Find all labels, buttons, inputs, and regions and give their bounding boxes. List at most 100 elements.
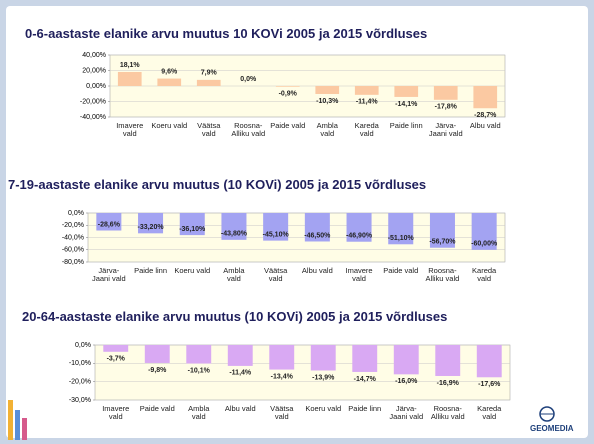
bar — [269, 345, 295, 370]
value-label: -14,1% — [395, 101, 418, 108]
bar — [388, 213, 414, 245]
value-label: -33,20% — [138, 224, 165, 231]
x-tick-label: Imavere vald — [345, 266, 373, 283]
bar — [186, 345, 212, 364]
y-tick-label: 0,0% — [75, 342, 91, 349]
x-tick-label: Albu vald — [469, 121, 501, 130]
y-tick-label: -80,0% — [62, 259, 84, 266]
x-tick-label: Paide vald — [139, 404, 175, 413]
x-tick-label: Väätsa vald — [197, 121, 221, 138]
bar — [310, 345, 336, 371]
bar — [473, 86, 498, 109]
x-tick-label: Roosna-Alliku vald — [430, 404, 465, 421]
value-label: -43,80% — [221, 231, 248, 238]
bar — [435, 345, 461, 376]
x-tick-label: Kareda vald — [472, 266, 497, 283]
bar — [429, 213, 455, 248]
value-label: -10,1% — [188, 367, 211, 374]
x-tick-label: Kareda vald — [477, 404, 502, 421]
x-tick-label: Väätsa vald — [263, 266, 288, 283]
y-tick-label: -20,0% — [62, 222, 84, 229]
value-label: -17,8% — [435, 104, 458, 111]
value-label: -10,3% — [316, 98, 339, 105]
x-tick-label: Väätsa vald — [270, 404, 294, 421]
x-tick-label: Koeru vald — [151, 121, 188, 130]
bar — [157, 78, 182, 86]
chart-title: 0-6-aastaste elanike arvu muutus 10 KOVi… — [25, 26, 428, 41]
x-tick-label: Koeru vald — [305, 404, 342, 413]
value-label: 9,6% — [161, 68, 178, 75]
bar — [179, 213, 205, 236]
x-tick-label: Paide linn — [389, 121, 423, 130]
bar — [263, 213, 289, 241]
value-label: -9,8% — [148, 367, 167, 374]
x-tick-label: Kareda vald — [354, 121, 379, 138]
logo-text: GEOMEDIA — [530, 424, 574, 433]
bar — [315, 86, 340, 94]
value-label: -45,10% — [263, 231, 290, 238]
x-tick-label: Koeru vald — [174, 266, 211, 275]
value-label: -17,6% — [478, 381, 501, 388]
bar — [433, 86, 458, 100]
pencil-decoration — [8, 400, 13, 440]
value-label: -3,7% — [107, 356, 126, 363]
x-tick-label: Ambla vald — [316, 121, 338, 138]
bar — [393, 345, 419, 375]
value-label: -51,10% — [388, 235, 415, 242]
value-label: -11,4% — [356, 99, 379, 106]
value-label: -14,7% — [354, 376, 377, 383]
y-tick-label: -20,00% — [80, 98, 106, 105]
y-tick-label: -40,00% — [80, 114, 106, 121]
bar — [304, 213, 330, 242]
bar — [275, 86, 300, 87]
bar — [221, 213, 247, 240]
x-tick-label: Paide vald — [383, 266, 419, 275]
x-tick-label: Järva-Jaani vald — [389, 404, 424, 421]
value-label: -46,90% — [346, 233, 373, 240]
y-tick-label: -60,0% — [62, 247, 84, 254]
pencil-decoration — [22, 418, 27, 440]
chart-title: 7-19-aastaste elanike arvu muutus (10 KO… — [8, 177, 427, 192]
value-label: 7,9% — [201, 70, 218, 77]
value-label: -56,70% — [429, 239, 456, 246]
x-tick-label: Paide linn — [134, 266, 168, 275]
y-tick-label: -10,0% — [69, 360, 91, 367]
x-tick-label: Imavere vald — [116, 121, 144, 138]
bar — [96, 213, 122, 231]
y-tick-label: 40,00% — [82, 52, 106, 59]
pencil-decoration — [15, 410, 20, 440]
value-label: 18,1% — [120, 62, 141, 69]
bar — [346, 213, 372, 242]
value-label: -60,00% — [471, 241, 498, 248]
x-tick-label: Paide vald — [270, 121, 306, 130]
value-label: -13,4% — [271, 373, 294, 380]
y-tick-label: -40,0% — [62, 234, 84, 241]
bar — [227, 345, 253, 366]
x-tick-label: Albu vald — [224, 404, 256, 413]
x-tick-label: Paide linn — [348, 404, 382, 413]
chart-title: 20-64-aastaste elanike arvu muutus (10 K… — [22, 309, 448, 324]
bar — [138, 213, 164, 234]
y-tick-label: 20,00% — [82, 67, 106, 74]
x-tick-label: Roosna-Alliku vald — [231, 121, 266, 138]
value-label: -0,9% — [279, 91, 298, 98]
value-label: -46,50% — [304, 232, 331, 239]
bar — [196, 79, 221, 86]
x-tick-label: Albu vald — [301, 266, 333, 275]
bar — [117, 71, 142, 86]
value-label: -28,6% — [98, 221, 121, 228]
x-tick-label: Järva-Jaani vald — [428, 121, 463, 138]
value-label: -16,9% — [437, 380, 460, 387]
x-tick-label: Ambla vald — [223, 266, 245, 283]
bar — [476, 345, 502, 378]
bar — [394, 86, 419, 97]
value-label: -16,0% — [395, 378, 418, 385]
value-label: -36,10% — [179, 226, 206, 233]
bar — [354, 86, 379, 95]
y-tick-label: 0,0% — [68, 210, 84, 217]
value-label: -11,4% — [229, 370, 252, 377]
value-label: 0,0% — [240, 76, 257, 83]
x-tick-label: Järva-Jaani vald — [91, 266, 126, 283]
